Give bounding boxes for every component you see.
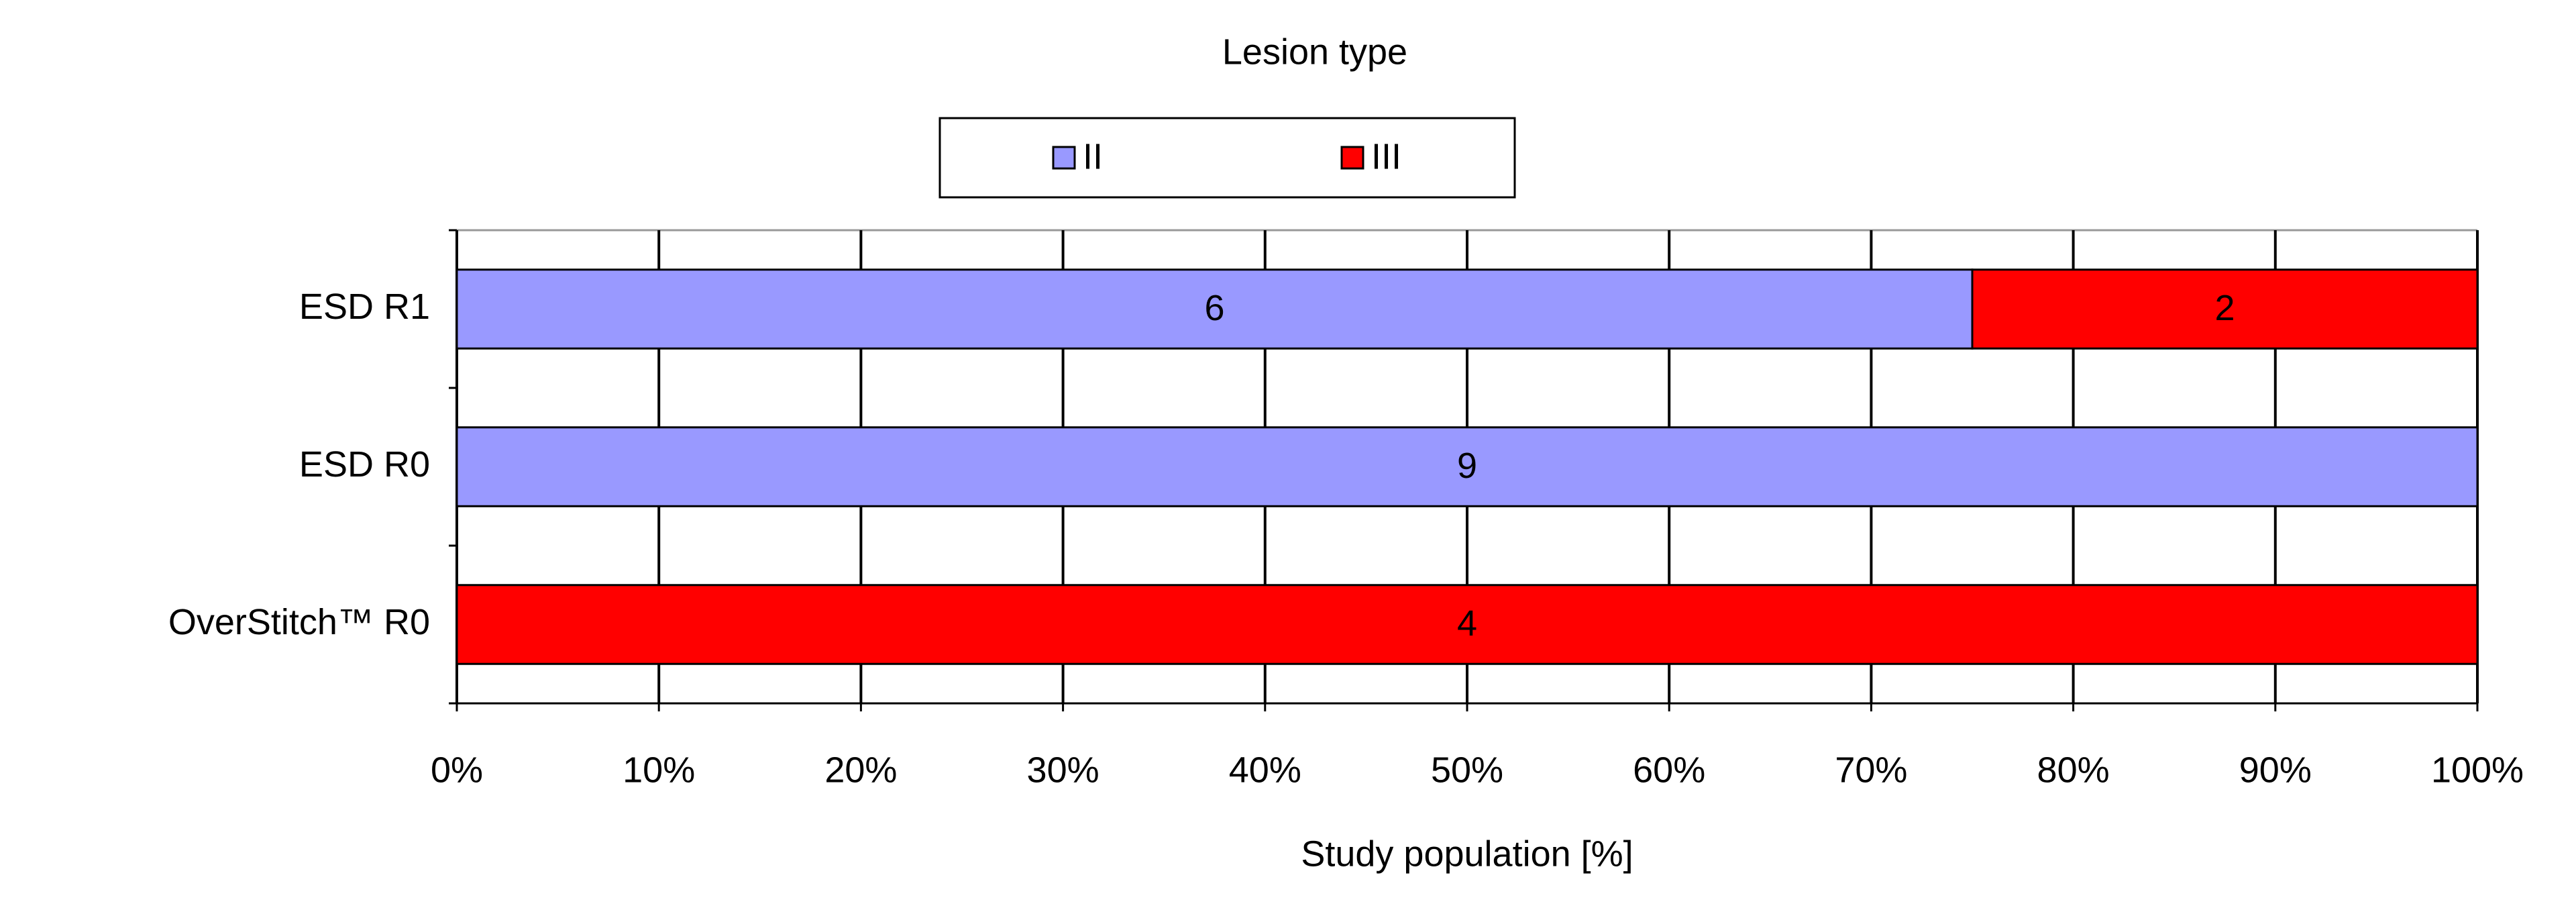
data-label: 9 [1457, 446, 1477, 486]
legend-box [938, 117, 1516, 199]
x-tick-label: 10% [623, 750, 695, 790]
x-tick-label: 20% [824, 750, 897, 790]
data-label: 6 [1204, 288, 1224, 328]
x-tick-label: 100% [2431, 750, 2524, 790]
legend-swatch [1340, 146, 1364, 170]
x-tick-label: 40% [1229, 750, 1301, 790]
legend-swatch [1052, 146, 1076, 170]
x-tick-label: 90% [2239, 750, 2312, 790]
x-tick-label: 80% [2037, 750, 2110, 790]
legend-label: III [1371, 136, 1401, 177]
bar-segment [455, 584, 2479, 665]
x-axis-title: Study population [%] [1301, 834, 1633, 874]
bar-segment [1971, 268, 2479, 350]
x-tick-label: 0% [431, 750, 483, 790]
y-tick-label: ESD R1 [299, 287, 430, 327]
data-label: 4 [1457, 603, 1477, 644]
bar-segment [455, 426, 2479, 507]
legend-title: Lesion type [1222, 32, 1407, 72]
legend-label: II [1083, 136, 1103, 177]
x-tick-label: 70% [1835, 750, 1907, 790]
x-tick-label: 30% [1027, 750, 1099, 790]
x-tick-label: 50% [1431, 750, 1503, 790]
x-tick-label: 60% [1633, 750, 1705, 790]
y-tick-label: OverStitch™ R0 [168, 602, 430, 642]
data-label: 2 [2214, 288, 2235, 328]
y-tick-label: ESD R0 [299, 444, 430, 485]
